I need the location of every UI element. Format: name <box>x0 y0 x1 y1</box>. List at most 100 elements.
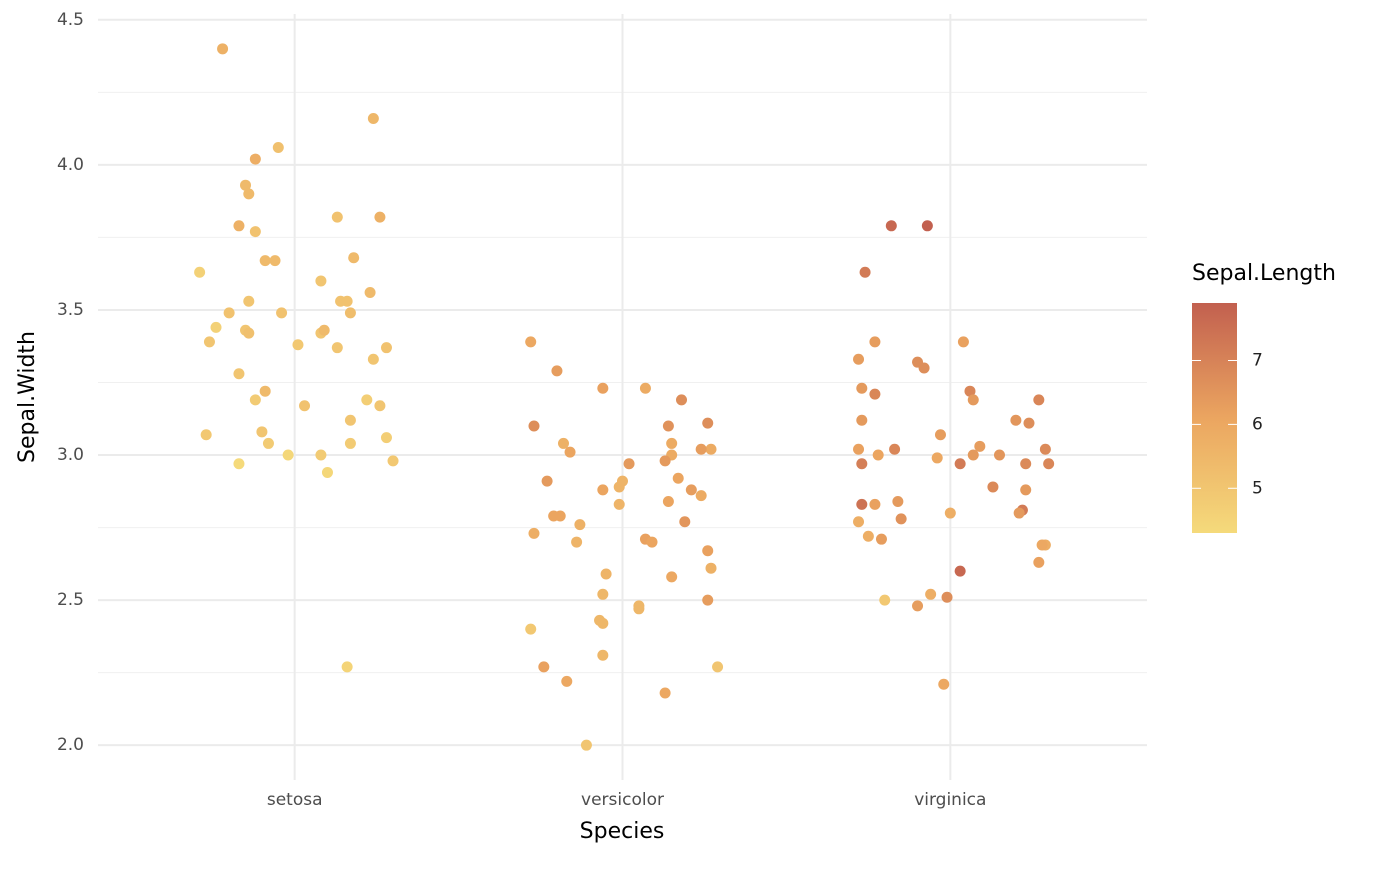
point <box>856 414 868 426</box>
point <box>210 321 222 333</box>
point <box>925 588 937 600</box>
point <box>374 211 386 223</box>
point <box>856 382 868 394</box>
point <box>967 449 979 461</box>
point <box>528 527 540 539</box>
point <box>633 603 645 615</box>
point <box>564 446 576 458</box>
point <box>538 661 550 673</box>
point <box>233 458 245 470</box>
point <box>941 591 953 603</box>
point <box>551 365 563 377</box>
point <box>249 394 261 406</box>
point <box>256 426 268 438</box>
point <box>695 490 707 502</box>
point <box>528 420 540 432</box>
point <box>597 484 609 496</box>
point <box>259 255 271 267</box>
point <box>574 519 586 531</box>
point <box>862 530 874 542</box>
point <box>200 429 212 441</box>
point <box>223 307 235 319</box>
point <box>217 43 229 55</box>
point <box>889 443 901 455</box>
point <box>672 472 684 484</box>
point <box>341 295 353 307</box>
point <box>331 211 343 223</box>
point <box>869 498 881 510</box>
point <box>299 400 311 412</box>
point <box>702 417 714 429</box>
point <box>869 336 881 348</box>
point <box>315 275 327 287</box>
point <box>348 252 360 264</box>
point <box>597 649 609 661</box>
point <box>249 153 261 165</box>
y-tick-label: 4.0 <box>57 155 84 175</box>
x-tick-label: virginica <box>914 790 986 810</box>
point <box>203 336 215 348</box>
point <box>702 594 714 606</box>
point <box>974 440 986 452</box>
point <box>685 484 697 496</box>
legend-title: Sepal.Length <box>1192 261 1336 286</box>
point <box>243 295 255 307</box>
point <box>705 443 717 455</box>
y-tick-label: 3.0 <box>57 445 84 465</box>
point <box>662 420 674 432</box>
point <box>934 429 946 441</box>
point <box>367 353 379 365</box>
point <box>571 536 583 548</box>
y-tick-label: 3.5 <box>57 300 84 320</box>
point <box>561 675 573 687</box>
point <box>892 495 904 507</box>
point <box>541 475 553 487</box>
point <box>1013 507 1025 519</box>
point <box>856 498 868 510</box>
point <box>702 545 714 557</box>
point <box>344 414 356 426</box>
point <box>554 510 566 522</box>
point <box>967 394 979 406</box>
colorbar <box>1192 303 1237 533</box>
point <box>853 443 865 455</box>
point <box>1020 458 1032 470</box>
point <box>712 661 724 673</box>
point <box>895 513 907 525</box>
point <box>269 255 281 267</box>
point <box>243 327 255 339</box>
point <box>666 437 678 449</box>
point <box>243 188 255 200</box>
point <box>1043 458 1055 470</box>
point <box>321 466 333 478</box>
point <box>918 362 930 374</box>
y-tick-label: 2.0 <box>57 735 84 755</box>
point <box>364 287 376 299</box>
point <box>331 342 343 354</box>
point <box>679 516 691 528</box>
point <box>318 324 330 336</box>
point <box>964 385 976 397</box>
point <box>374 400 386 412</box>
point <box>869 388 881 400</box>
point <box>262 437 274 449</box>
point <box>249 226 261 238</box>
point <box>938 678 950 690</box>
point <box>954 565 966 577</box>
point <box>875 533 887 545</box>
point <box>233 368 245 380</box>
point <box>666 571 678 583</box>
point <box>597 382 609 394</box>
colorbar-tick-label: 6 <box>1252 414 1263 434</box>
point <box>341 661 353 673</box>
x-axis-title: Species <box>580 819 665 844</box>
point <box>993 449 1005 461</box>
point <box>879 594 891 606</box>
point <box>1036 539 1048 551</box>
point <box>240 179 252 191</box>
point <box>600 568 612 580</box>
point <box>276 307 288 319</box>
point <box>659 455 671 467</box>
point <box>380 342 392 354</box>
